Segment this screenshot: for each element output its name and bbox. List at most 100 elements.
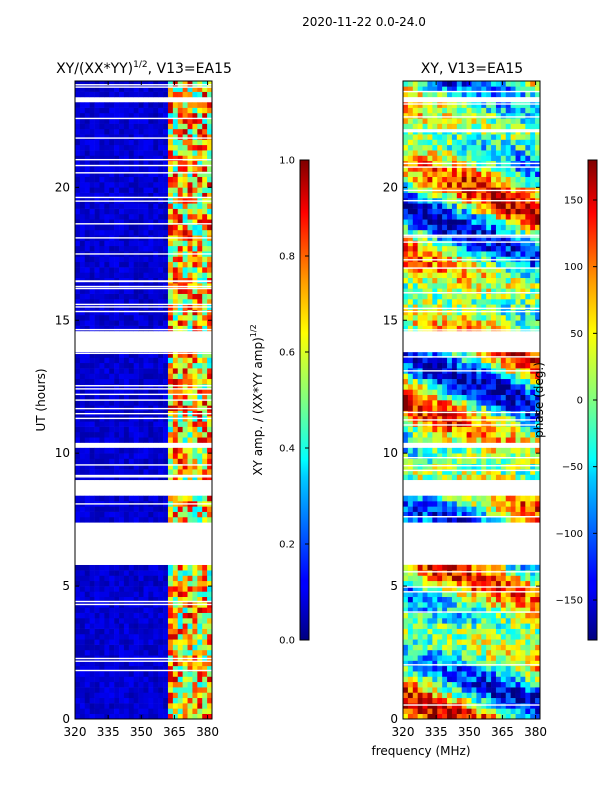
left-heatmap-cell bbox=[143, 150, 149, 156]
left-heatmap-cell bbox=[202, 166, 208, 172]
left-heatmap-cell bbox=[207, 389, 212, 395]
right-heatmap-cell bbox=[412, 447, 418, 454]
right-heatmap-cell bbox=[510, 298, 516, 305]
right-heatmap-cell bbox=[520, 708, 526, 714]
left-heatmap-cell bbox=[133, 421, 139, 427]
left-heatmap-cell bbox=[119, 660, 125, 667]
right-heatmap-cell bbox=[437, 671, 443, 677]
left-heatmap-cell bbox=[133, 660, 139, 667]
left-heatmap-cell bbox=[109, 208, 115, 215]
right-heatmap-cell bbox=[447, 671, 453, 677]
left-heatmap-cell bbox=[75, 128, 81, 135]
right-heatmap-cell bbox=[491, 607, 497, 613]
right-heatmap-cell bbox=[515, 463, 521, 470]
left-heatmap-cell bbox=[153, 389, 159, 395]
left-heatmap-cell bbox=[158, 182, 164, 188]
right-heatmap-cell bbox=[437, 697, 443, 704]
left-heatmap-cell bbox=[148, 703, 154, 709]
right-heatmap-cell bbox=[525, 681, 531, 688]
left-heatmap-cell bbox=[153, 511, 159, 518]
left-heatmap-cell bbox=[138, 155, 144, 162]
right-heatmap-cell bbox=[525, 453, 531, 459]
right-heatmap-cell bbox=[451, 261, 458, 268]
right-heatmap-cell bbox=[535, 314, 540, 321]
left-heatmap-cell bbox=[207, 134, 212, 140]
right-heatmap-cell bbox=[432, 373, 438, 380]
left-panel-title: XY/(XX*YY)1/2, V13=EA15 bbox=[56, 60, 232, 77]
left-heatmap-cell bbox=[148, 171, 154, 177]
left-heatmap-cell bbox=[207, 506, 212, 512]
right-heatmap-cell bbox=[403, 251, 409, 257]
left-heatmap-cell bbox=[197, 368, 203, 374]
right-heatmap-cell bbox=[481, 394, 487, 401]
right-heatmap-cell bbox=[491, 288, 497, 294]
right-heatmap-cell bbox=[412, 261, 418, 268]
left-heatmap-cell bbox=[158, 261, 164, 268]
left-heatmap-cell bbox=[153, 309, 159, 316]
right-heatmap-cell bbox=[461, 628, 467, 635]
right-heatmap-cell bbox=[476, 586, 482, 592]
right-heatmap-cell bbox=[510, 617, 516, 624]
left-heatmap-cell bbox=[148, 463, 154, 470]
right-heatmap-cell bbox=[476, 277, 482, 284]
left-heatmap-cell bbox=[148, 320, 154, 326]
left-heatmap-cell bbox=[153, 644, 159, 651]
left-heatmap-cell bbox=[143, 267, 149, 273]
right-heatmap-cell bbox=[525, 671, 531, 677]
right-heatmap-cell bbox=[495, 596, 502, 603]
right-heatmap-cell bbox=[412, 628, 418, 635]
left-heatmap-cell bbox=[158, 378, 164, 385]
left-heatmap-cell bbox=[104, 91, 110, 98]
left-heatmap-cell bbox=[89, 298, 95, 305]
left-heatmap-cell bbox=[187, 591, 193, 598]
right-heatmap-cell bbox=[476, 415, 482, 422]
left-heatmap-cell bbox=[163, 176, 169, 183]
right-heatmap-cell bbox=[403, 676, 409, 683]
right-heatmap-cell bbox=[481, 293, 487, 300]
right-heatmap-cell bbox=[466, 357, 472, 364]
left-heatmap-cell bbox=[119, 362, 125, 369]
left-heatmap-cell bbox=[172, 362, 179, 369]
right-heatmap-cell bbox=[535, 384, 540, 390]
left-heatmap-cell bbox=[123, 139, 130, 146]
right-heatmap-cell bbox=[491, 314, 497, 321]
right-heatmap-cell bbox=[422, 602, 428, 608]
left-heatmap-cell bbox=[133, 219, 139, 225]
left-heatmap-cell bbox=[128, 394, 135, 401]
right-heatmap-cell bbox=[447, 304, 453, 310]
right-heatmap-cell bbox=[422, 474, 428, 481]
right-heatmap-cell bbox=[471, 495, 477, 502]
left-heatmap-cell bbox=[75, 91, 81, 98]
left-heatmap-cell bbox=[114, 187, 120, 193]
left-heatmap-cell bbox=[94, 676, 100, 683]
right-heatmap-cell bbox=[461, 703, 467, 709]
left-heatmap-cell bbox=[163, 293, 169, 300]
left-heatmap-cell bbox=[128, 229, 135, 236]
left-heatmap-cell bbox=[197, 617, 203, 624]
left-heatmap-cell bbox=[143, 447, 149, 454]
right-heatmap-cell bbox=[530, 516, 536, 523]
left-heatmap-cell bbox=[89, 676, 95, 683]
left-heatmap-cell bbox=[94, 469, 100, 475]
right-heatmap-cell bbox=[495, 277, 502, 284]
right-heatmap-cell bbox=[461, 511, 467, 518]
left-heatmap-cell bbox=[133, 639, 139, 645]
right-heatmap-cell bbox=[417, 288, 423, 294]
left-heatmap-cell bbox=[128, 245, 135, 252]
left-heatmap-cell bbox=[123, 288, 130, 294]
left-heatmap-cell bbox=[177, 160, 183, 167]
right-heatmap-cell bbox=[486, 458, 492, 465]
right-heatmap-cell bbox=[471, 362, 477, 369]
left-heatmap-cell bbox=[84, 564, 90, 571]
left-heatmap-cell bbox=[187, 245, 193, 252]
right-heatmap-cell bbox=[510, 384, 516, 390]
left-heatmap-cell bbox=[197, 166, 203, 172]
left-heatmap-cell bbox=[89, 469, 95, 475]
left-heatmap-cell bbox=[84, 144, 90, 151]
left-heatmap-cell bbox=[114, 352, 120, 358]
left-heatmap-cell bbox=[163, 506, 169, 512]
left-heatmap-cell bbox=[207, 86, 212, 92]
right-heatmap-cell bbox=[432, 357, 438, 364]
right-heatmap-cell bbox=[437, 261, 443, 268]
